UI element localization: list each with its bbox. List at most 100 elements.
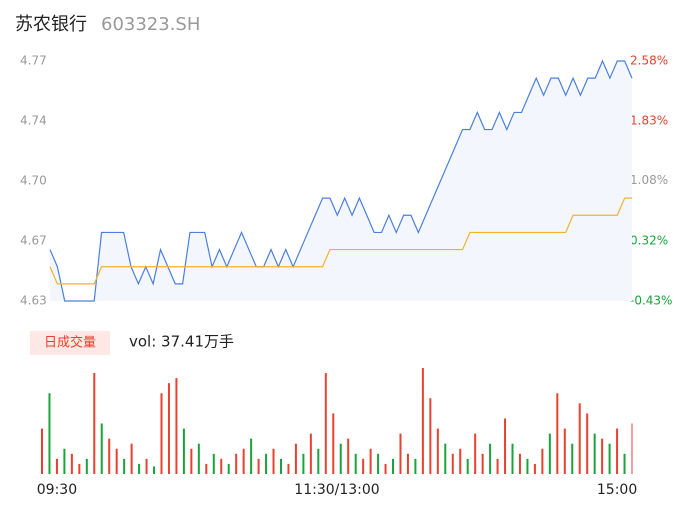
y2-tick-label: 0.32% [630, 234, 668, 248]
volume-bar [548, 433, 551, 474]
price-line [49, 59, 633, 302]
volume-bar [167, 383, 170, 474]
volume-bar [272, 448, 275, 474]
volume-bar [324, 373, 327, 474]
volume-bar [242, 448, 245, 474]
volume-bar [481, 453, 484, 474]
volume-bar [623, 453, 626, 474]
volume-bar [205, 463, 208, 474]
volume-bar [593, 433, 596, 474]
volume-bar [541, 448, 544, 474]
volume-bar [48, 393, 51, 474]
volume-bar [601, 438, 604, 474]
volume-bar [399, 433, 402, 474]
legend-button[interactable] [30, 331, 110, 355]
volume-bar [294, 443, 297, 474]
volume-bar [451, 453, 454, 474]
volume-bar [459, 448, 462, 474]
volume-bar [339, 443, 342, 474]
volume-bar [250, 438, 253, 474]
volume-bar [377, 453, 380, 474]
volume-bar [384, 463, 387, 474]
volume-bar [444, 443, 447, 474]
volume-bar [78, 463, 81, 474]
volume-bar [227, 463, 230, 474]
volume-bar [317, 448, 320, 474]
volume-bar [138, 463, 141, 474]
stock-name: 苏农银行 [15, 14, 87, 35]
average-line [49, 197, 632, 285]
volume-bar [474, 433, 477, 474]
volume-bar [190, 448, 193, 474]
volume-bar [153, 466, 156, 474]
x-tick-label: 15:00 [597, 482, 637, 498]
y-tick-label: 4.63 [20, 294, 47, 308]
volume-bar [108, 438, 111, 474]
volume-bar [466, 458, 469, 474]
volume-bar [100, 423, 103, 474]
x-tick-label: 11:30/13:00 [294, 482, 379, 498]
volume-bar [616, 428, 619, 474]
volume-bar [489, 443, 492, 474]
price-area [50, 61, 632, 301]
volume-bar [631, 423, 633, 474]
y-tick-label: 4.67 [20, 234, 47, 248]
y-tick-label: 4.74 [20, 114, 47, 128]
volume-bar [41, 428, 43, 474]
volume-bar [115, 448, 118, 474]
volume-bar [70, 453, 73, 474]
volume-bar [504, 418, 507, 474]
volume-bar [429, 398, 432, 474]
volume-bar [332, 413, 335, 474]
volume-bar [392, 458, 395, 474]
volume-bar [586, 413, 589, 474]
volume-bar [526, 458, 529, 474]
volume-bar [511, 443, 514, 474]
volume-bar [175, 378, 178, 474]
volume-bar [160, 393, 163, 474]
volume-bar [309, 433, 312, 474]
volume-bar [55, 458, 58, 474]
volume-bar [571, 443, 574, 474]
volume-bar [182, 428, 185, 474]
legend-label[interactable]: 日成交量 [44, 335, 96, 351]
volume-label: vol: 37.41万手 [129, 333, 234, 351]
volume-bar [347, 438, 350, 474]
volume-bar [287, 463, 290, 474]
volume-bar [85, 458, 88, 474]
volume-bar [608, 443, 611, 474]
volume-bar [279, 458, 282, 474]
y-tick-label: 4.70 [20, 174, 47, 188]
volume-bar [436, 428, 439, 474]
volume-bar [369, 448, 372, 474]
volume-bar [123, 458, 126, 474]
volume-bar [265, 453, 268, 474]
volume-bar [93, 373, 96, 474]
volume-bar [421, 368, 424, 474]
volume-bar [533, 463, 536, 474]
y2-tick-label: 2.58% [630, 54, 668, 68]
volume-bar [63, 448, 66, 474]
volume-bar [406, 453, 409, 474]
volume-bar [578, 403, 581, 474]
volume-bar [518, 453, 521, 474]
y2-tick-label: 1.08% [630, 173, 668, 187]
volume-bar [235, 453, 238, 474]
volume-bar [257, 458, 260, 474]
volume-bar [354, 453, 357, 474]
volume-bar [197, 443, 200, 474]
volume-bar [563, 428, 566, 474]
volume-bar [362, 458, 365, 474]
x-tick-label: 09:30 [37, 482, 77, 498]
volume-bar [556, 393, 559, 474]
volume-bar [496, 458, 499, 474]
y-tick-label: 4.77 [20, 54, 47, 68]
volume-bar [145, 458, 148, 474]
volume-bar [130, 443, 133, 474]
volume-bar [220, 458, 223, 474]
volume-bar [414, 458, 417, 474]
y2-tick-label: -0.43% [630, 294, 672, 308]
volume-bar [212, 453, 215, 474]
y2-tick-label: 1.83% [630, 113, 668, 127]
